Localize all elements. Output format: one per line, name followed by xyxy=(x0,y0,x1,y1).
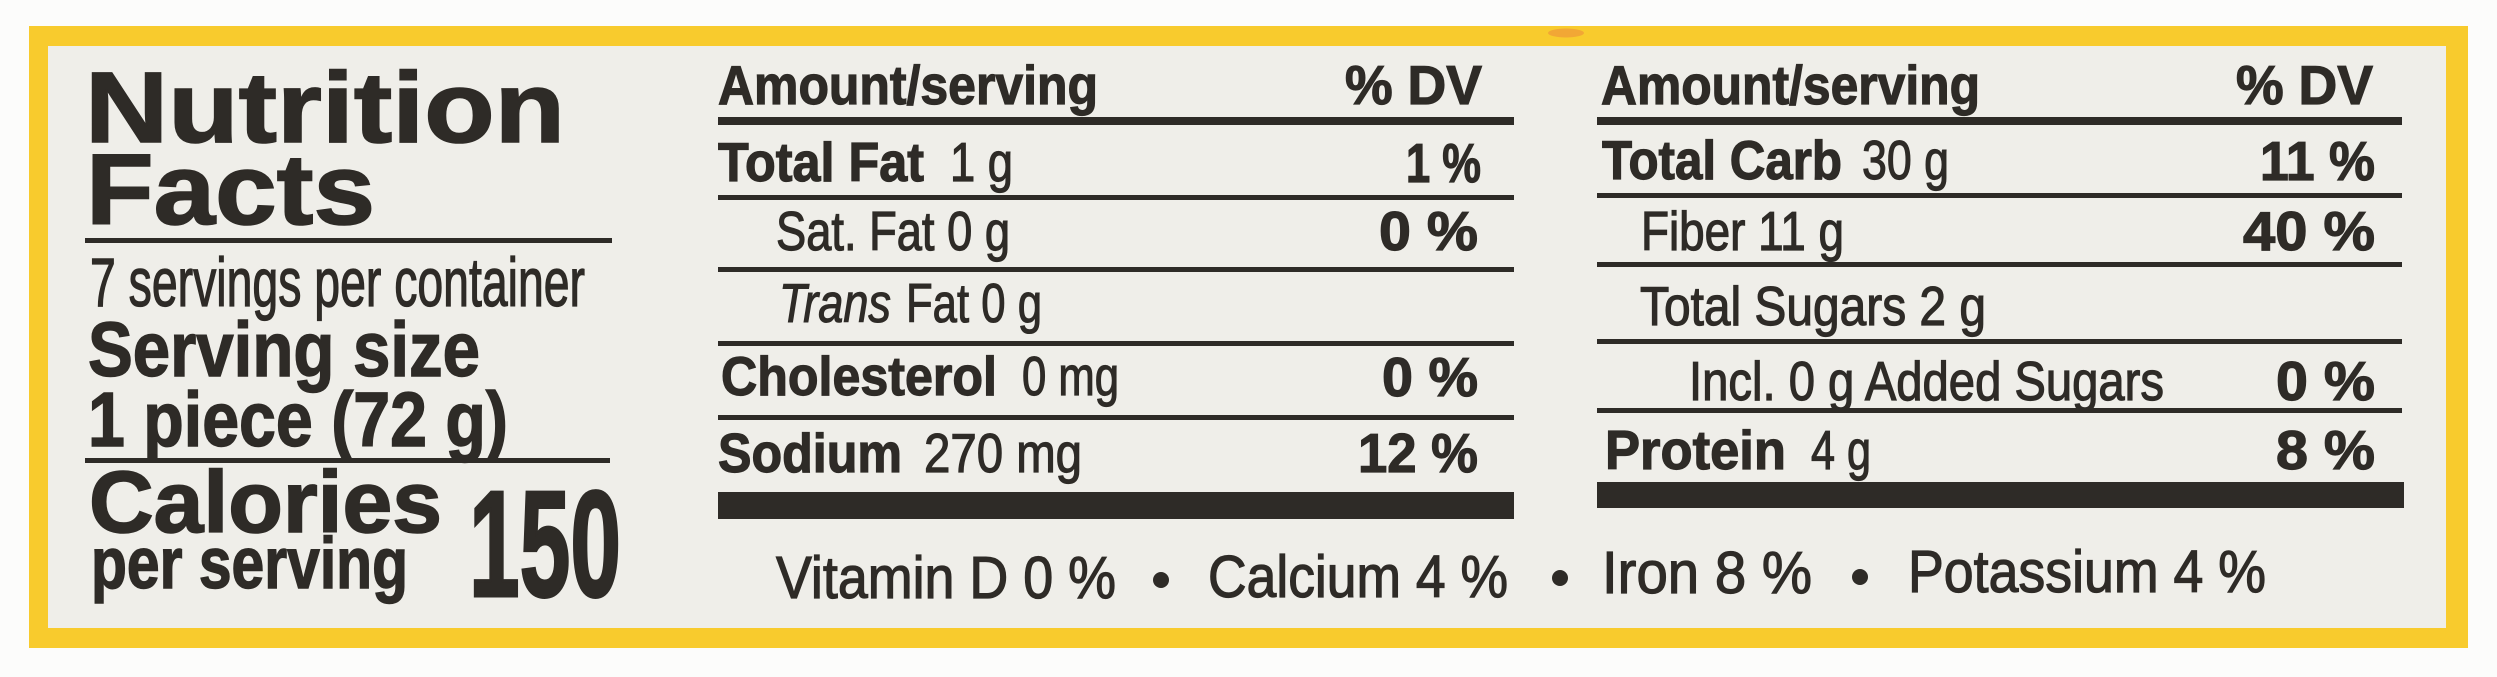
svg-text:Total Carb: Total Carb xyxy=(1602,129,1842,191)
svg-text:Amount/serving: Amount/serving xyxy=(1601,54,1980,116)
svg-text:per serving: per serving xyxy=(91,524,408,604)
svg-text:1 g: 1 g xyxy=(950,131,1013,193)
svg-text:12 %: 12 % xyxy=(1358,422,1478,484)
svg-text:Nutrition: Nutrition xyxy=(85,52,565,164)
svg-text:Iron 8 %: Iron 8 % xyxy=(1602,540,1812,606)
svg-text:Sodium: Sodium xyxy=(718,422,902,484)
svg-text:Trans: Trans xyxy=(779,272,891,334)
svg-text:Incl. 0 g Added Sugars: Incl. 0 g Added Sugars xyxy=(1689,350,2164,412)
svg-text:Protein: Protein xyxy=(1605,419,1786,481)
svg-text:Cholesterol: Cholesterol xyxy=(721,345,997,407)
svg-text:% DV: % DV xyxy=(2236,54,2373,116)
svg-text:7 servings per container: 7 servings per container xyxy=(90,244,585,321)
svg-text:270 mg: 270 mg xyxy=(924,422,1082,484)
svg-text:Total Sugars 2 g: Total Sugars 2 g xyxy=(1640,275,1986,337)
svg-text:Facts: Facts xyxy=(86,134,375,246)
svg-text:0 %: 0 % xyxy=(1382,346,1478,408)
svg-text:Sat. Fat 0 g: Sat. Fat 0 g xyxy=(776,200,1010,262)
svg-text:Fat 0 g: Fat 0 g xyxy=(906,272,1042,334)
svg-text:Fiber 11 g: Fiber 11 g xyxy=(1641,200,1844,262)
svg-text:1 %: 1 % xyxy=(1406,132,1481,194)
svg-text:Total Fat: Total Fat xyxy=(718,131,924,193)
svg-text:150: 150 xyxy=(469,459,621,628)
svg-text:0 mg: 0 mg xyxy=(1022,345,1119,407)
svg-text:Vitamin D 0 %: Vitamin D 0 % xyxy=(776,545,1116,611)
svg-text:40 %: 40 % xyxy=(2243,200,2375,262)
svg-text:Amount/serving: Amount/serving xyxy=(718,54,1098,116)
svg-text:0 %: 0 % xyxy=(1379,200,1478,262)
svg-text:4 g: 4 g xyxy=(1811,419,1871,481)
svg-text:0 %: 0 % xyxy=(2276,350,2375,412)
svg-text:Serving size: Serving size xyxy=(88,307,480,393)
svg-text:Calcium 4 %: Calcium 4 % xyxy=(1208,544,1508,610)
svg-text:1 piece (72 g): 1 piece (72 g) xyxy=(88,377,508,463)
svg-text:30 g: 30 g xyxy=(1862,129,1949,191)
svg-text:Potassium 4 %: Potassium 4 % xyxy=(1908,539,2266,605)
svg-text:11 %: 11 % xyxy=(2260,130,2375,192)
svg-text:8 %: 8 % xyxy=(2276,419,2375,481)
svg-text:Calories: Calories xyxy=(89,454,442,551)
svg-text:% DV: % DV xyxy=(1345,54,1482,116)
